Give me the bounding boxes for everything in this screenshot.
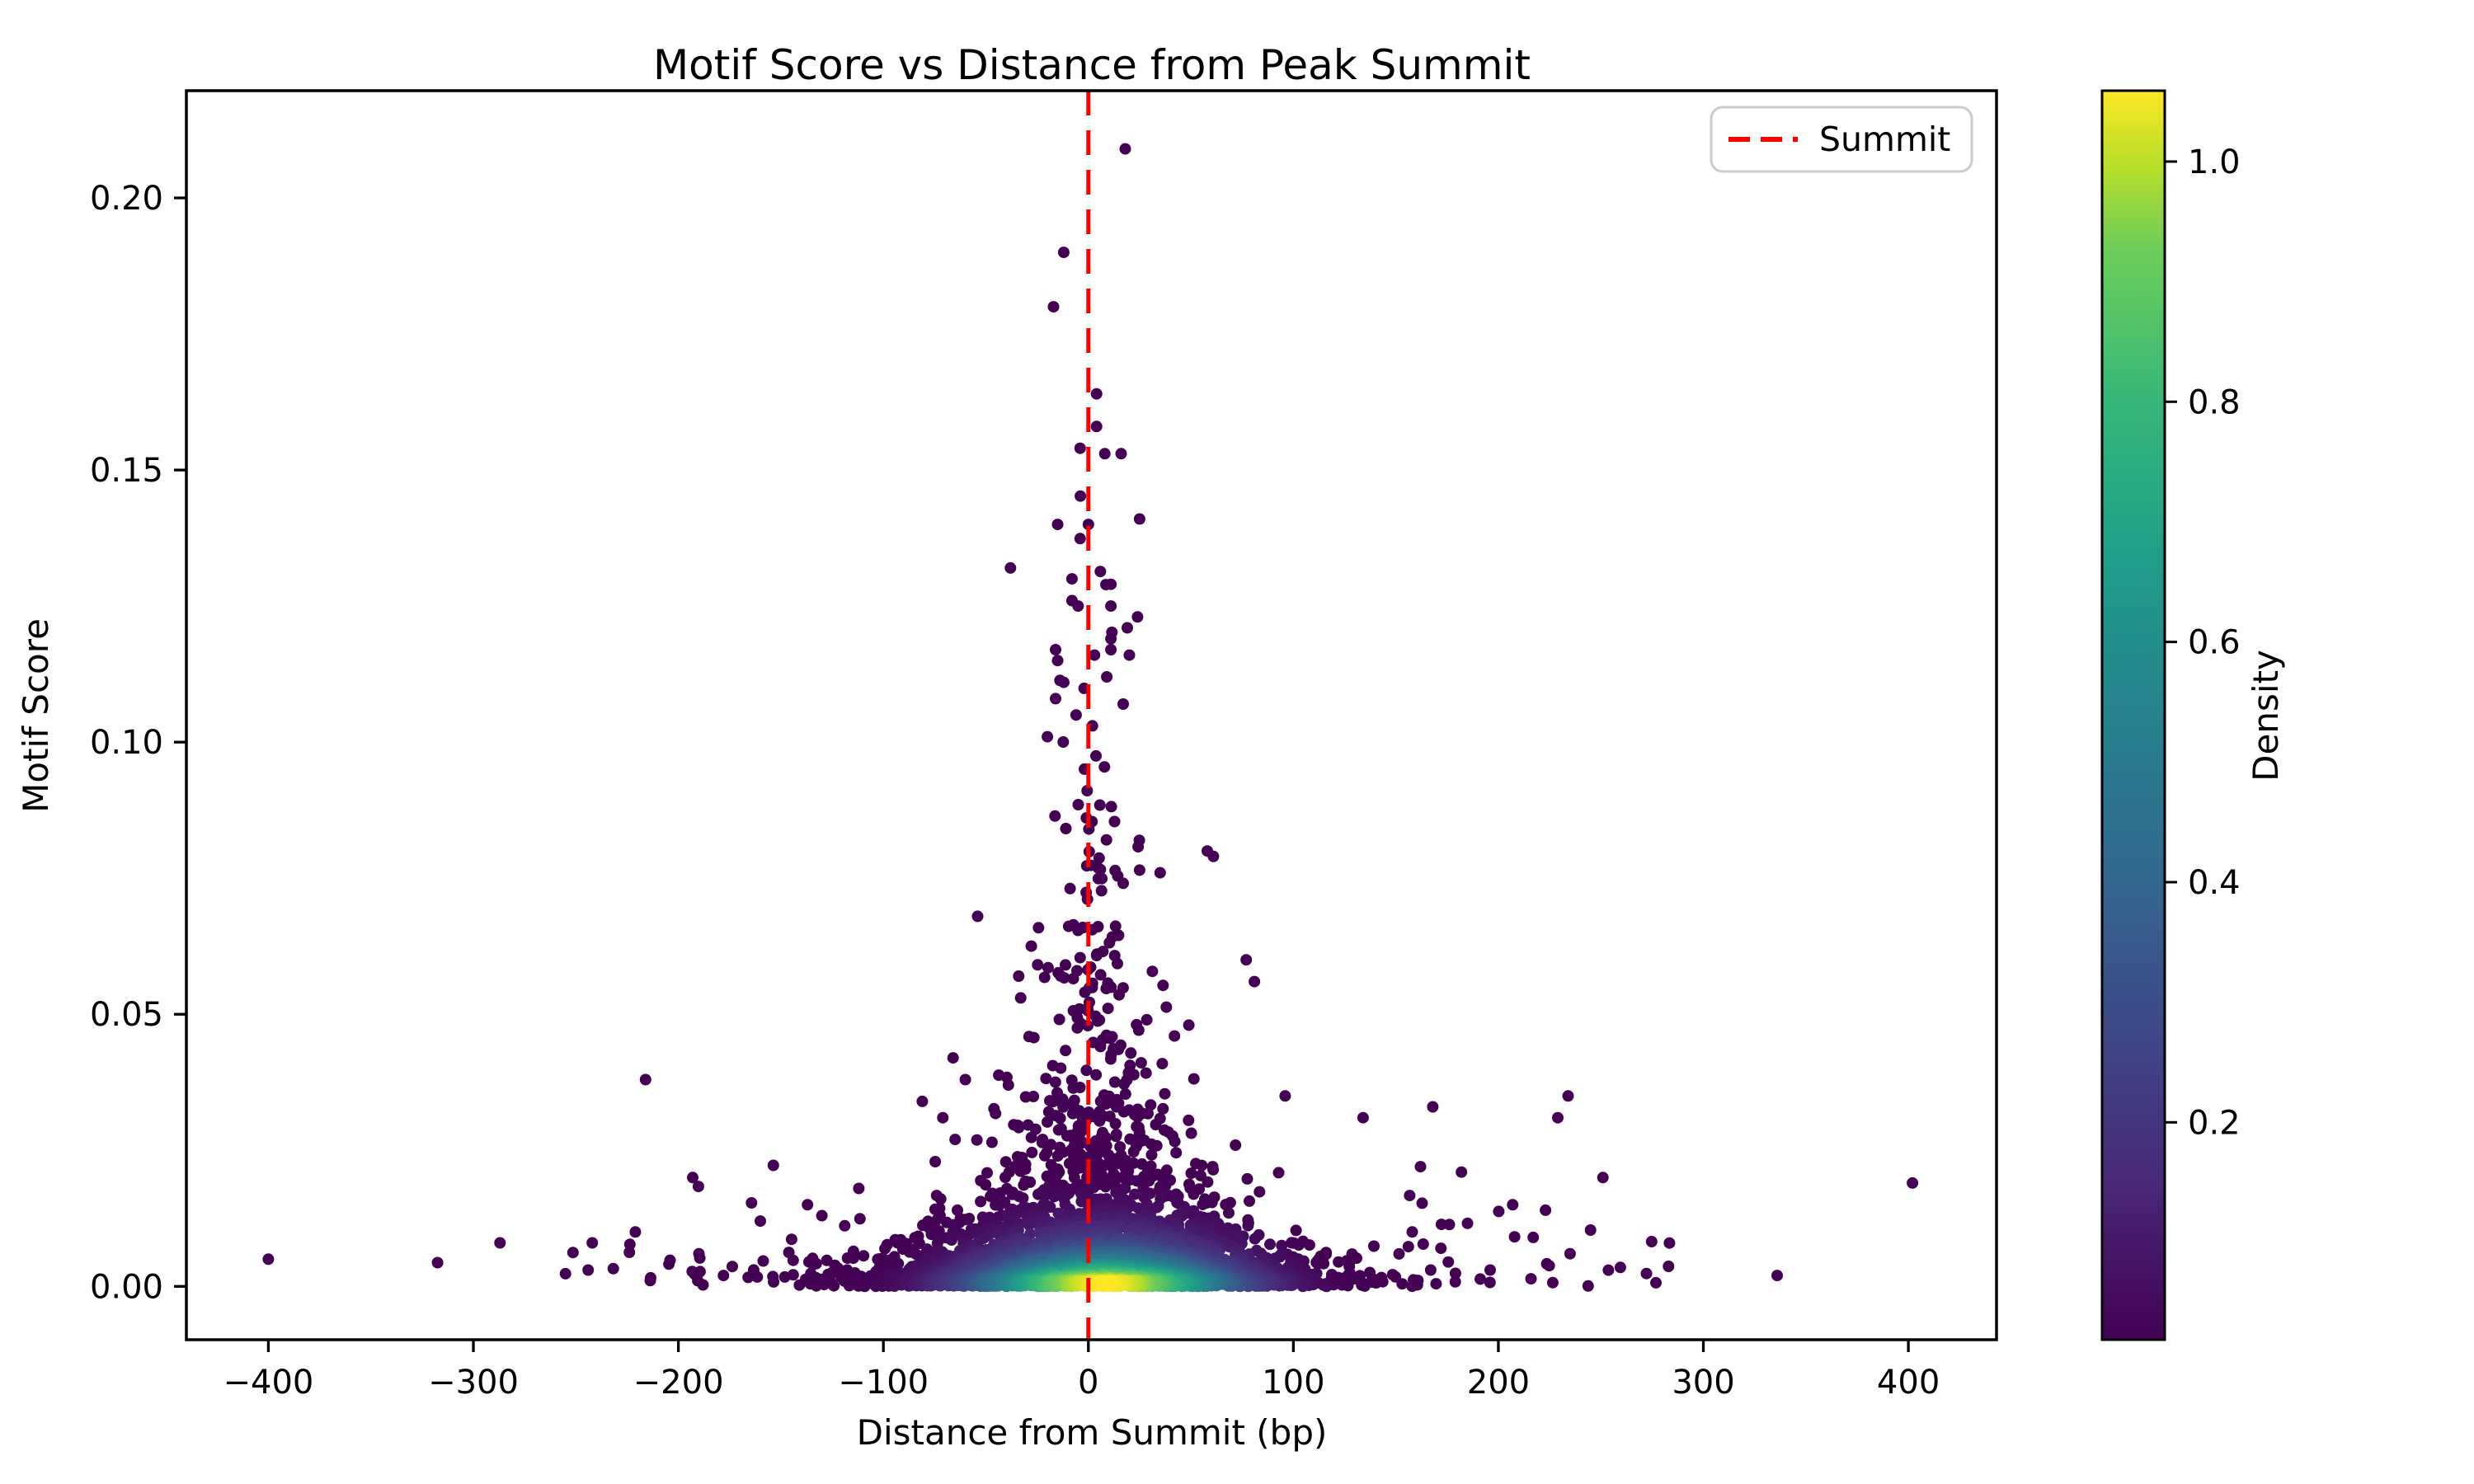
x-tick-label: −100 (838, 1364, 929, 1402)
colorbar-label: Density (2246, 650, 2286, 782)
x-tick-label: 400 (1877, 1364, 1940, 1402)
data-points (262, 143, 1919, 1293)
legend-label: Summit (1819, 120, 1950, 159)
colorbar-ticks: 0.2 0.4 0.6 0.8 1.0 (2165, 143, 2241, 1142)
y-tick-label: 0.15 (90, 452, 163, 490)
x-tick-label: 0 (1078, 1364, 1098, 1402)
x-tick-label: 200 (1467, 1364, 1530, 1402)
legend-frame (1710, 106, 1973, 173)
x-axis-ticks: −400 −300 −200 −100 0 100 200 300 400 (223, 1340, 1940, 1402)
colorbar-tick-label: 0.8 (2188, 383, 2241, 421)
chart-title: Motif Score vs Distance from Peak Summit (653, 41, 1531, 89)
x-tick-label: 100 (1262, 1364, 1324, 1402)
y-tick-label: 0.00 (90, 1268, 163, 1306)
colorbar-tick-label: 0.2 (2188, 1104, 2241, 1142)
y-tick-label: 0.20 (90, 180, 163, 218)
colorbar-tick-label: 0.6 (2188, 624, 2241, 662)
colorbar-tick-label: 1.0 (2188, 143, 2241, 181)
y-tick-label: 0.05 (90, 996, 163, 1034)
x-tick-label: 300 (1672, 1364, 1734, 1402)
y-axis-ticks: 0.00 0.05 0.10 0.15 0.20 (90, 180, 186, 1306)
x-tick-label: −400 (223, 1364, 313, 1402)
axes-frame (185, 89, 1998, 1341)
colorbar: 0.2 0.4 0.6 0.8 1.0 Density (2100, 89, 2286, 1341)
y-axis-label: Motif Score (16, 618, 56, 813)
x-axis-label: Distance from Summit (bp) (857, 1412, 1328, 1453)
x-tick-label: −200 (633, 1364, 724, 1402)
y-tick-label: 0.10 (90, 724, 163, 762)
legend: Summit (1710, 106, 1973, 173)
colorbar-frame (2100, 89, 2166, 1341)
axes: −400 −300 −200 −100 0 100 200 300 400 0.000.050.… (90, 89, 1998, 1402)
colorbar-tick-label: 0.4 (2188, 864, 2241, 902)
colorbar-gradient (2102, 91, 2165, 1340)
x-tick-label: −300 (428, 1364, 519, 1402)
